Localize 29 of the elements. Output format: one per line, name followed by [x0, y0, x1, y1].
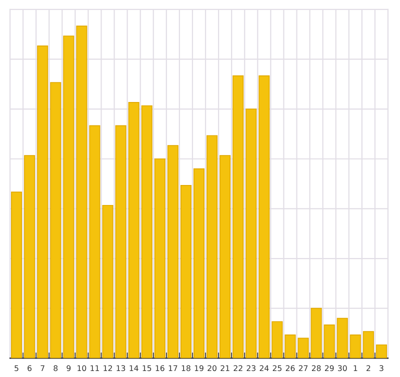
bar: [284, 334, 296, 358]
bar: [63, 36, 74, 358]
bar: [350, 334, 361, 358]
bar: [232, 75, 244, 358]
bar: [50, 82, 62, 358]
bar: [258, 75, 270, 358]
bar: [167, 145, 178, 358]
bar: [336, 318, 348, 358]
bar: [154, 158, 166, 358]
bar: [310, 308, 322, 358]
bar: [376, 344, 387, 358]
bar: [37, 46, 48, 358]
bar: [206, 135, 218, 358]
bar: [324, 324, 335, 358]
bar: [89, 125, 100, 358]
bar: [24, 155, 36, 358]
bar: [362, 331, 374, 358]
bar: [193, 168, 205, 358]
bar: [115, 125, 126, 358]
bar: [298, 338, 309, 358]
bar: [11, 192, 22, 358]
bar: [246, 108, 257, 358]
bar: [141, 105, 152, 358]
bar: [272, 321, 283, 358]
bar: [220, 155, 231, 358]
bar: [128, 102, 140, 358]
bar: [180, 185, 192, 358]
bar: [76, 26, 88, 358]
bar: [102, 204, 114, 358]
